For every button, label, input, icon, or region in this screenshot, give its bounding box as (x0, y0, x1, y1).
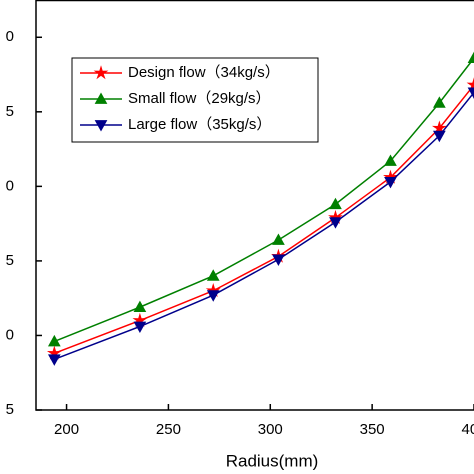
point (47, 354, 61, 366)
legend-marker (93, 65, 109, 80)
point (431, 120, 447, 135)
point (433, 130, 446, 143)
x-tick-label: 200 (54, 421, 79, 438)
y-tick-label: 5 (6, 401, 14, 418)
x-tick-label: 300 (258, 421, 283, 438)
plot-frame (35, 0, 474, 411)
point (272, 254, 285, 266)
point (206, 290, 220, 302)
x-axis-label: Radius(mm) (226, 451, 319, 470)
x-tick-label: 250 (156, 421, 181, 438)
line (54, 57, 474, 343)
point (133, 321, 147, 334)
line (54, 91, 474, 361)
x-tick-label: 350 (360, 421, 385, 438)
line (54, 84, 474, 355)
legend-label: Large flow（35kg/s） (128, 116, 271, 133)
point (467, 87, 474, 99)
point (433, 96, 446, 108)
point (466, 77, 474, 92)
point (384, 176, 397, 189)
point (467, 51, 474, 64)
point (206, 269, 220, 281)
y-tick-label: 0 (6, 326, 14, 343)
point (384, 154, 397, 166)
y-tick-label: 5 (6, 103, 14, 120)
point (47, 334, 61, 347)
legend-marker (94, 120, 108, 132)
y-tick-label: 5 (6, 252, 14, 269)
point (329, 217, 342, 229)
legend-box (71, 57, 319, 143)
y-tick-label: 0 (6, 28, 14, 45)
legend-marker (94, 92, 108, 104)
point (272, 233, 285, 245)
point (133, 300, 147, 313)
x-tick-label: 400 (461, 421, 474, 438)
legend-label: Small flow（29kg/s） (128, 90, 271, 107)
legend-label: Design flow（34kg/s） (128, 64, 280, 81)
y-tick-label: 0 (6, 177, 14, 194)
point (329, 197, 342, 210)
